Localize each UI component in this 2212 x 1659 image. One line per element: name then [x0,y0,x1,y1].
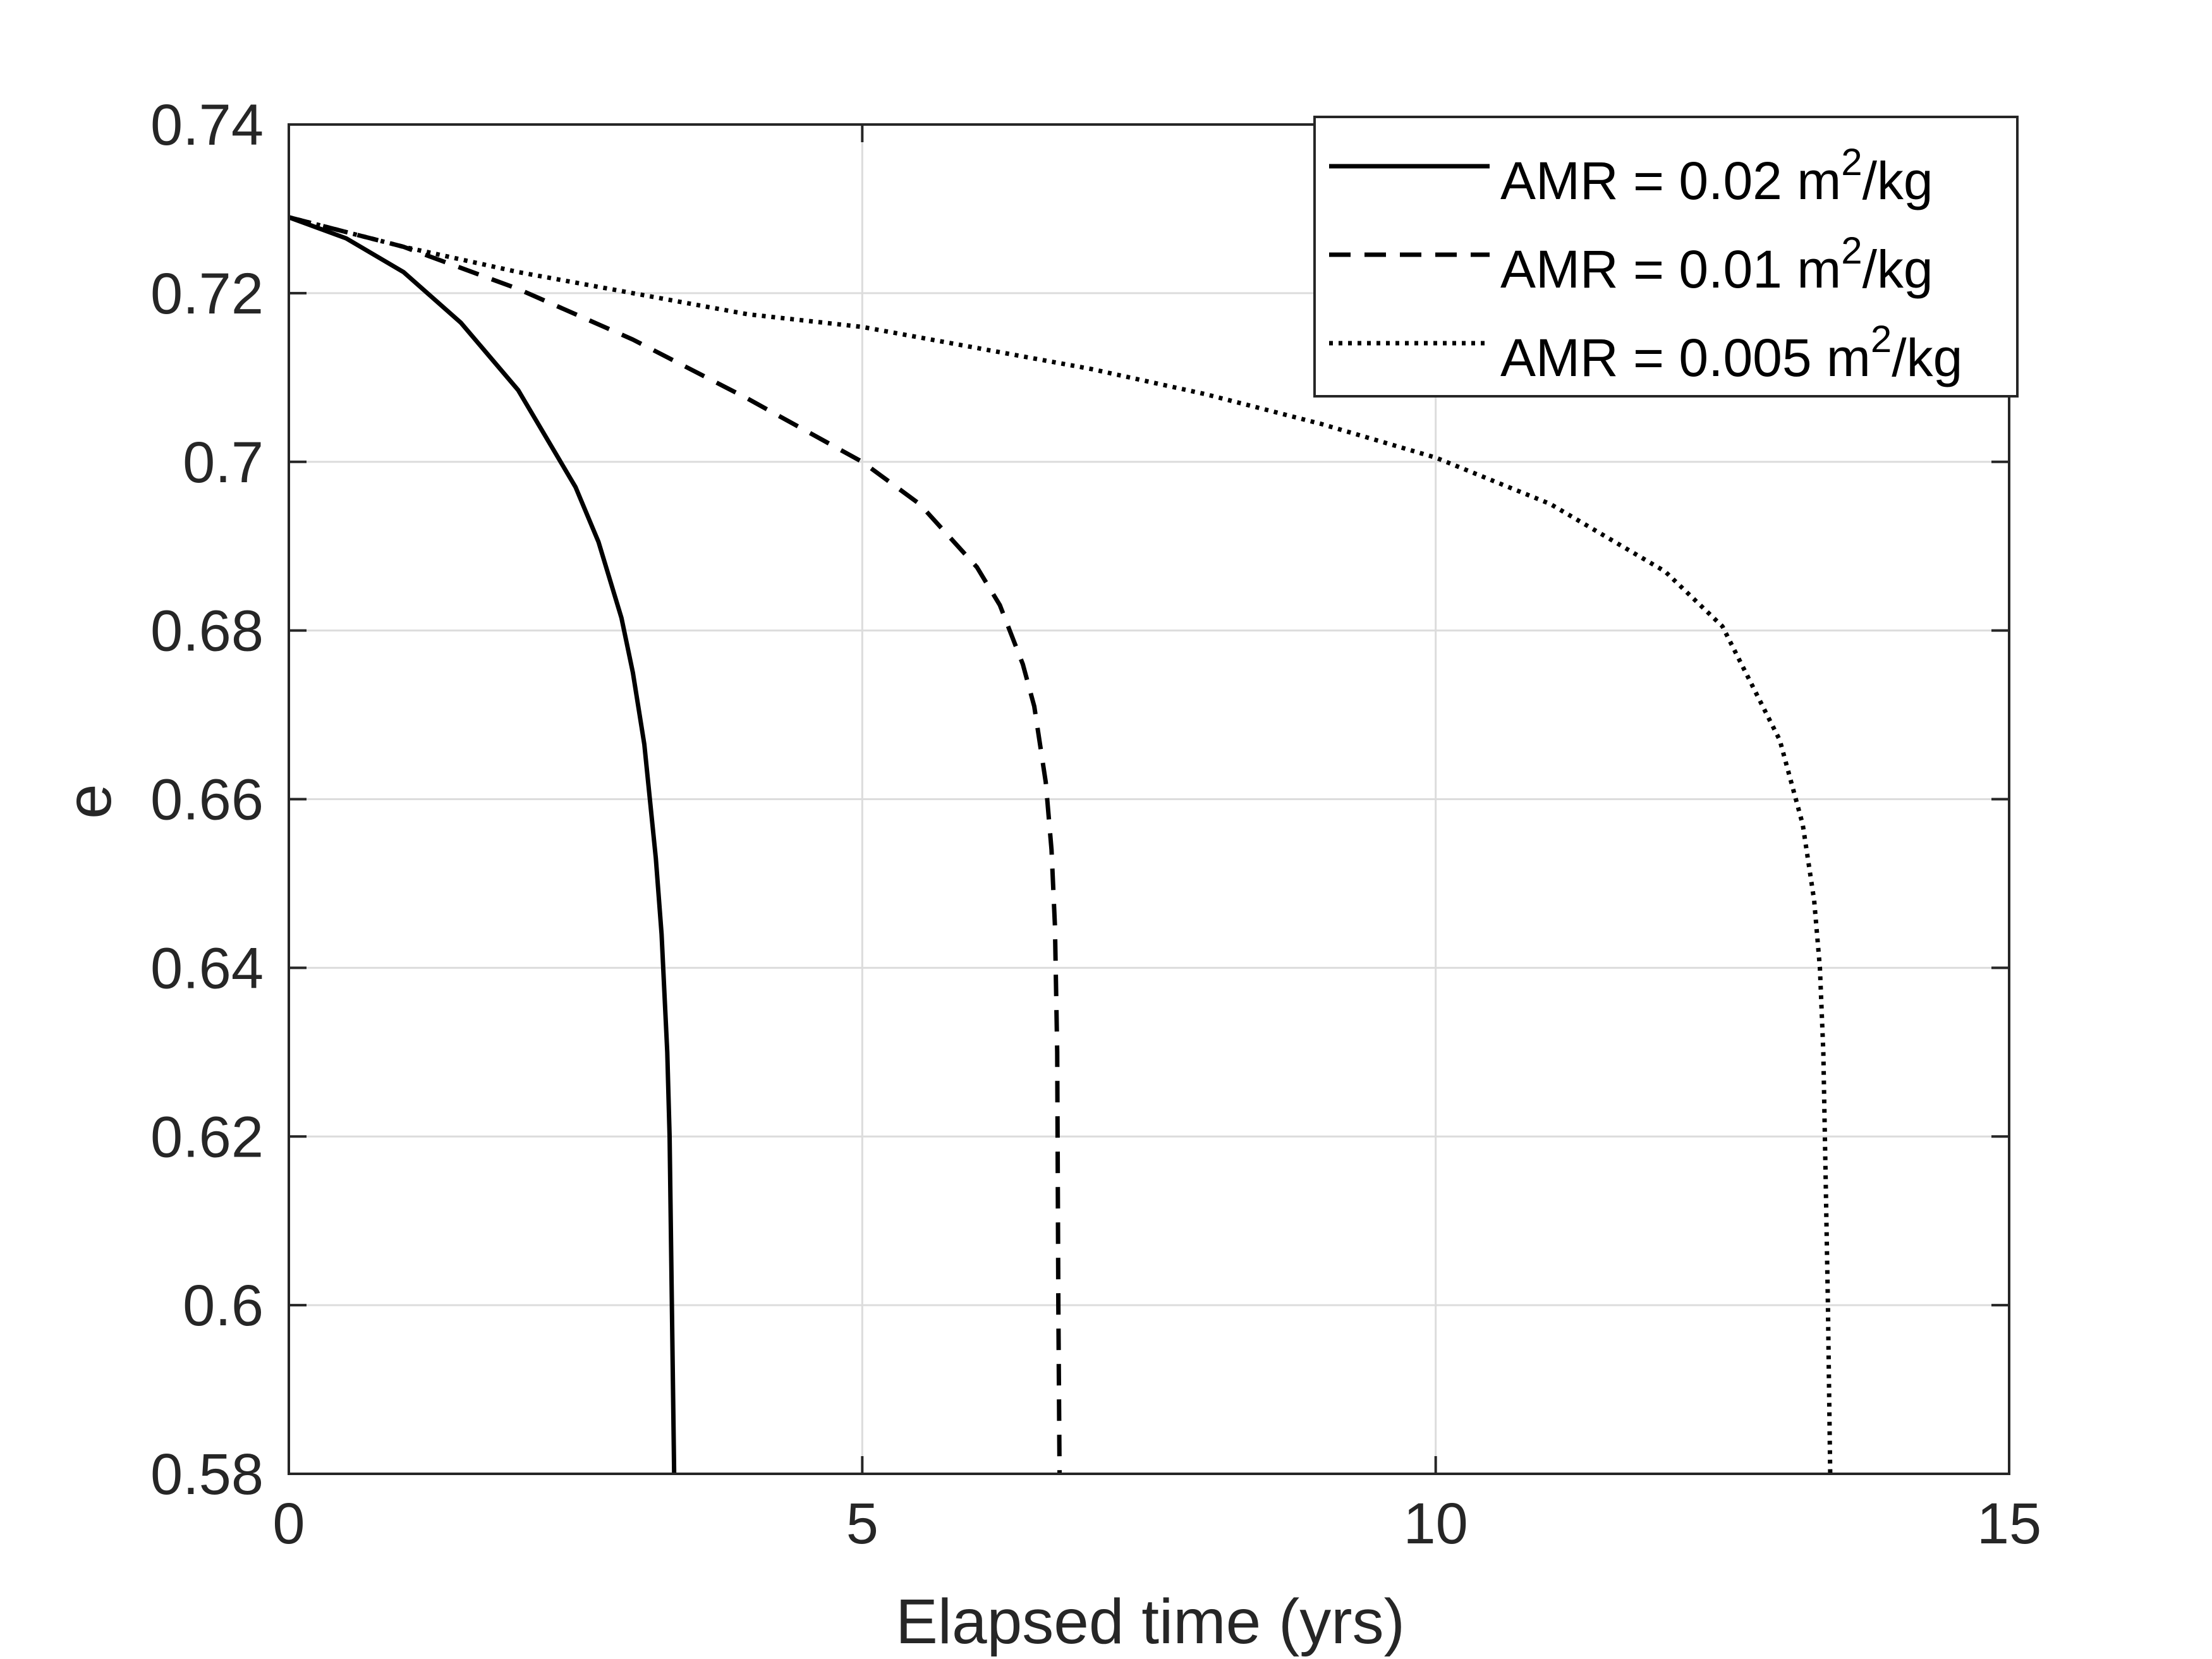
x-tick-label: 5 [846,1492,878,1556]
x-tick-label: 0 [272,1492,305,1556]
x-tick-label: 15 [1977,1492,2041,1556]
legend-box [1313,116,2019,398]
y-tick-label: 0.68 [150,599,264,664]
y-tick-label: 0.7 [183,430,264,495]
y-tick-label: 0.58 [150,1442,264,1507]
legend-entry-label: AMR = 0.01 m2/kg [1500,229,1933,299]
data-series [288,215,1833,1474]
series-line-solid [288,215,677,1474]
y-tick-label: 0.64 [150,936,264,1000]
series-line-dashed [288,215,1062,1474]
series-line-dotted [288,215,1833,1474]
y-tick-label: 0.74 [150,93,264,157]
y-tick-label: 0.72 [150,262,264,326]
y-axis-label: e [54,784,125,819]
x-axis-label: Elapsed time (yrs) [896,1586,1405,1657]
legend-entry-label: AMR = 0.02 m2/kg [1500,141,1933,210]
y-tick-label: 0.62 [150,1105,264,1169]
grid-lines [289,125,2009,1474]
legend: AMR = 0.02 m2/kg AMR = 0.01 m2/kg AMR = 0.… [1313,116,2019,398]
y-tick-label: 0.66 [150,768,264,832]
x-tick-label: 10 [1403,1492,1468,1556]
y-tick-label: 0.6 [183,1273,264,1338]
legend-entry-label: AMR = 0.005 m2/kg [1500,318,1962,387]
y-axis-ticks: 0.58 0.6 0.62 0.64 0.66 0.68 0.7 0.72 0.74 [150,93,2009,1507]
x-axis-ticks: 0 5 10 15 [272,125,2041,1556]
